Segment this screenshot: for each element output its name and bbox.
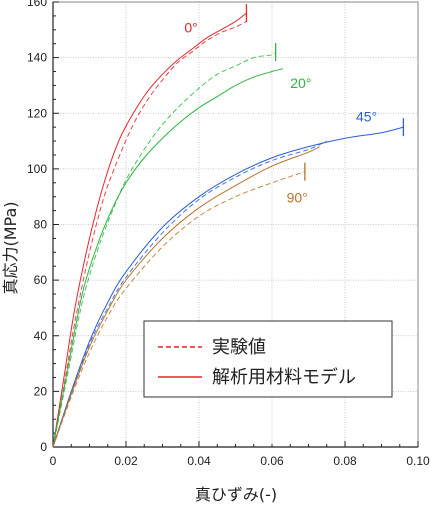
y-tick-label: 80 — [34, 218, 48, 232]
x-tick-label: 0 — [50, 454, 57, 468]
x-tick-label: 0.04 — [187, 454, 211, 468]
y-tick-label: 40 — [34, 329, 48, 343]
y-axis-title: 真応力(MPa) — [1, 201, 20, 294]
series-2-label: 45° — [356, 109, 377, 125]
y-tick-label: 0 — [40, 440, 47, 454]
legend-label-solid: 解析用材料モデル — [212, 367, 356, 388]
series-labels: 0° 20° 45° 90° — [184, 20, 377, 206]
y-tick-label: 60 — [34, 273, 48, 287]
series-1-model-line — [52, 68, 284, 448]
y-tick-label: 160 — [27, 0, 47, 9]
axes — [52, 1, 419, 448]
series-2-experimental-line — [52, 140, 327, 448]
series-2-model-line — [52, 126, 404, 448]
x-tick-label: 0.02 — [114, 454, 138, 468]
series-3-model-line — [52, 146, 320, 448]
y-tick-label: 140 — [27, 51, 47, 65]
plot-area — [52, 4, 405, 448]
y-tick-label: 20 — [34, 384, 48, 398]
series-0-model-line — [52, 12, 247, 448]
legend-label-dashed: 実験値 — [212, 337, 266, 358]
x-tick-label: 0.10 — [406, 454, 430, 468]
series-1-label: 20° — [290, 75, 311, 91]
legend: 実験値 解析用材料モデル — [143, 320, 393, 398]
x-tick-label: 0.06 — [260, 454, 284, 468]
y-tick-label: 120 — [27, 106, 47, 120]
series-3-experimental-line — [52, 171, 306, 448]
series-0-label: 0° — [184, 20, 197, 36]
series-1-experimental-line — [52, 51, 277, 448]
tick-labels: 0 20 40 60 80 100 120 140 160 0 0.02 0.04 0.06 0.08 0.… — [27, 0, 430, 468]
y-tick-label: 100 — [27, 162, 47, 176]
legend-box — [143, 320, 393, 398]
x-tick-label: 0.08 — [333, 454, 357, 468]
series-0-experimental-line — [52, 21, 247, 448]
series-3-label: 90° — [287, 189, 308, 205]
x-axis-title: 真ひずみ(-) — [195, 485, 277, 504]
